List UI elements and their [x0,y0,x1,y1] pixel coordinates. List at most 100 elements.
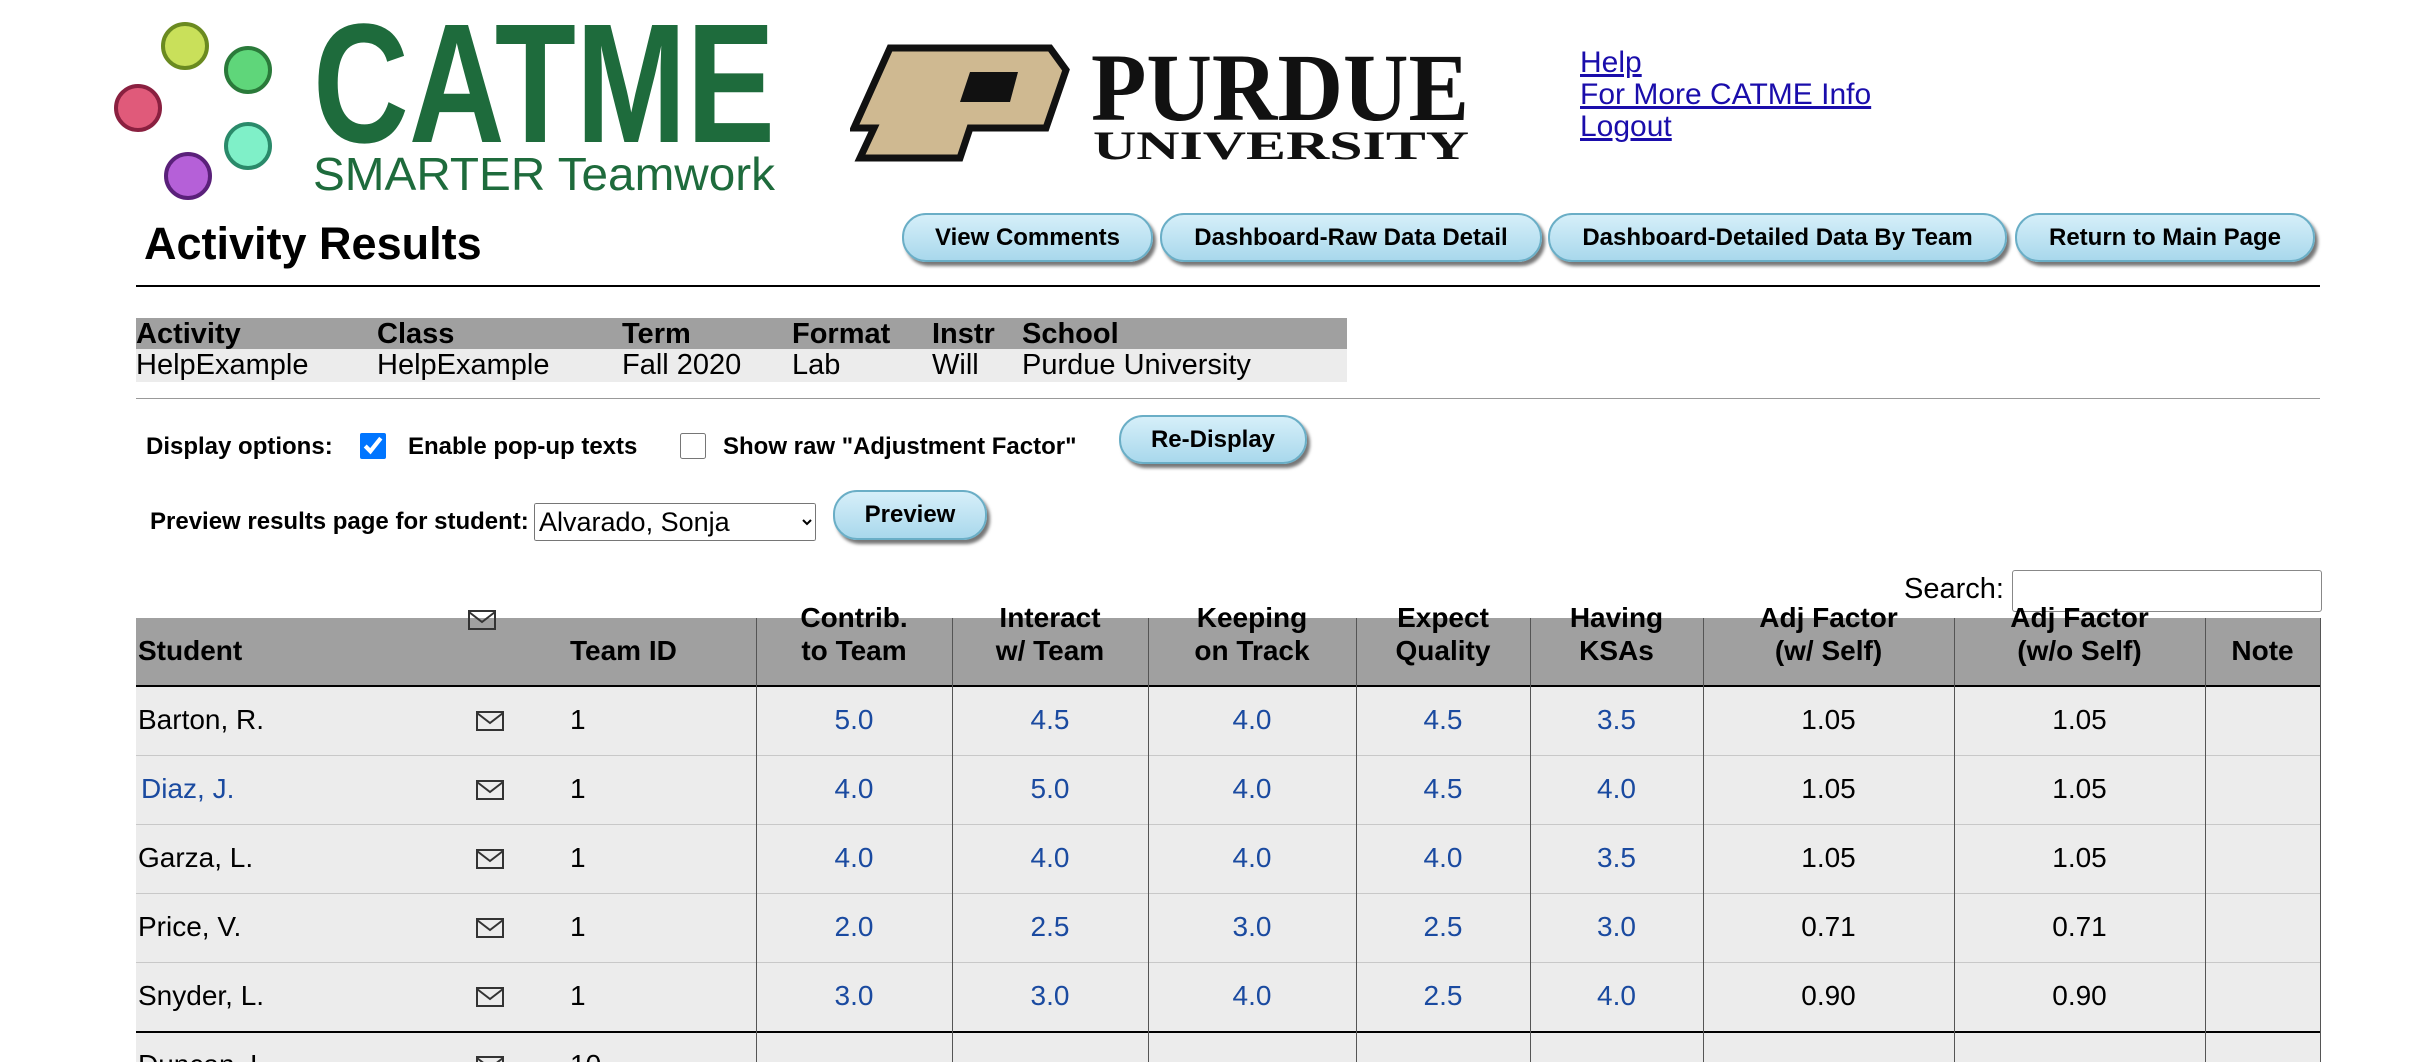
score[interactable]: 4.0 [834,773,874,804]
mail-icon[interactable] [475,917,505,939]
adj-factor: 1.05 [2052,773,2107,804]
school-name: PURDUE [1091,40,1469,141]
search-label: Search: [1904,573,2004,605]
mail-icon[interactable] [467,609,497,631]
score[interactable]: 3.5 [1597,842,1636,873]
score[interactable]: 4.0 [1232,704,1272,735]
catme-logo: CATME SMARTER Teamwork [313,18,776,200]
preview-label: Preview results page for student: [150,508,529,535]
info-header: Instr [932,318,995,350]
score[interactable]: 3.5 [1597,704,1636,735]
adj-factor: 0.90 [1801,980,1856,1011]
row-bg [136,894,2320,963]
adj-factor: 1.05 [1801,704,1856,735]
column-header: Interact [999,602,1101,633]
score[interactable]: 4.5 [1030,704,1070,735]
score[interactable]: 3.0 [1597,911,1636,942]
adj-factor: 1.05 [2052,704,2107,735]
link[interactable]: For More CATME Info [1580,78,1872,111]
column-border [1703,618,1704,1062]
mail-icon[interactable] [475,779,505,801]
team-separator [136,1031,2320,1033]
score[interactable]: 5.0 [1030,773,1070,804]
logo-name: CATME [313,18,775,179]
preview-button[interactable]: Preview [833,490,987,540]
school-sub: UNIVERSITY [1093,123,1469,168]
link[interactable]: Logout [1580,110,1672,143]
info-header: Activity [136,318,241,350]
column-header: Adj Factor [2010,602,2149,633]
table-header-border [136,685,2320,687]
column-header: Keeping [1196,602,1308,633]
nav-button[interactable]: Dashboard-Detailed Data By Team [1548,213,2007,262]
team-id: 1 [570,980,586,1011]
link[interactable]: Help [1580,46,1642,79]
popup-checkbox[interactable] [360,433,386,459]
logo-tagline: SMARTER Teamwork [313,148,776,200]
student-link[interactable]: Diaz, J. [141,773,235,804]
column-header: Having [1569,602,1664,633]
column-header: w/ Team [995,635,1105,666]
mail-icon[interactable] [475,710,505,732]
score[interactable]: 4.0 [1423,842,1463,873]
score[interactable]: 2.0 [834,911,874,942]
column-header: Expect [1397,602,1489,633]
column-header: on Track [1194,635,1310,666]
score[interactable]: 4.0 [1232,980,1272,1011]
nav-button[interactable]: Return to Main Page [2015,213,2315,262]
mail-icon[interactable] [475,1055,505,1062]
column-border [2320,618,2321,1062]
column-header: Note [2231,635,2294,666]
purdue-logo: PURDUE UNIVERSITY [850,40,1469,168]
divider [136,398,2320,399]
info-value: HelpExample [377,349,550,381]
info-value: Purdue University [1022,349,1251,381]
score[interactable]: 5.0 [834,704,874,735]
column-border [756,618,757,1062]
team-id: 1 [570,842,586,873]
score[interactable]: 3.0 [1232,911,1272,942]
score[interactable]: 4.0 [1232,773,1272,804]
score[interactable]: 4.0 [1030,842,1070,873]
row-bg [136,687,2320,756]
info-header-bg [136,318,1347,349]
score[interactable]: 2.5 [1423,911,1463,942]
mail-icon[interactable] [475,848,505,870]
team-id: 1 [570,773,586,804]
student-name: Duncan, L. [138,1049,273,1062]
score[interactable]: 4.0 [1597,773,1636,804]
info-value: Fall 2020 [622,349,742,381]
team-id: 10 [570,1049,601,1062]
adj-factor: 1.05 [1801,773,1856,804]
column-border [1356,618,1357,1062]
score[interactable]: 4.5 [1423,773,1463,804]
column-header: Adj Factor [1759,602,1898,633]
raw-label: Show raw "Adjustment Factor" [723,433,1077,460]
student-name: Price, V. [138,911,242,942]
raw-checkbox[interactable] [680,433,706,459]
redisplay-button[interactable]: Re-Display [1119,415,1307,464]
nav-button[interactable]: View Comments [902,213,1153,262]
score[interactable]: 4.0 [1597,980,1636,1011]
mail-icon[interactable] [475,986,505,1008]
score[interactable]: 3.0 [834,980,874,1011]
column-header: to Team [801,635,907,666]
student-name: Barton, R. [138,704,265,735]
adj-factor: 1.05 [1801,842,1856,873]
score[interactable]: 4.0 [1232,842,1272,873]
student-select[interactable]: Alvarado, Sonja [534,503,816,541]
table-header-bg [136,618,2320,687]
adj-factor: 0.71 [2052,911,2107,942]
team-id: 1 [570,704,586,735]
score[interactable]: 4.0 [834,842,874,873]
score[interactable]: 2.5 [1423,980,1463,1011]
score[interactable]: 4.5 [1423,704,1463,735]
column-header: (w/o Self) [2017,635,2142,666]
student-name: Snyder, L. [138,980,265,1011]
nav-button[interactable]: Dashboard-Raw Data Detail [1160,213,1542,262]
page-title: Activity Results [144,218,482,269]
score[interactable]: 2.5 [1030,911,1070,942]
score[interactable]: 3.0 [1030,980,1070,1011]
column-border [1530,618,1531,1062]
search-input[interactable] [2012,570,2322,612]
